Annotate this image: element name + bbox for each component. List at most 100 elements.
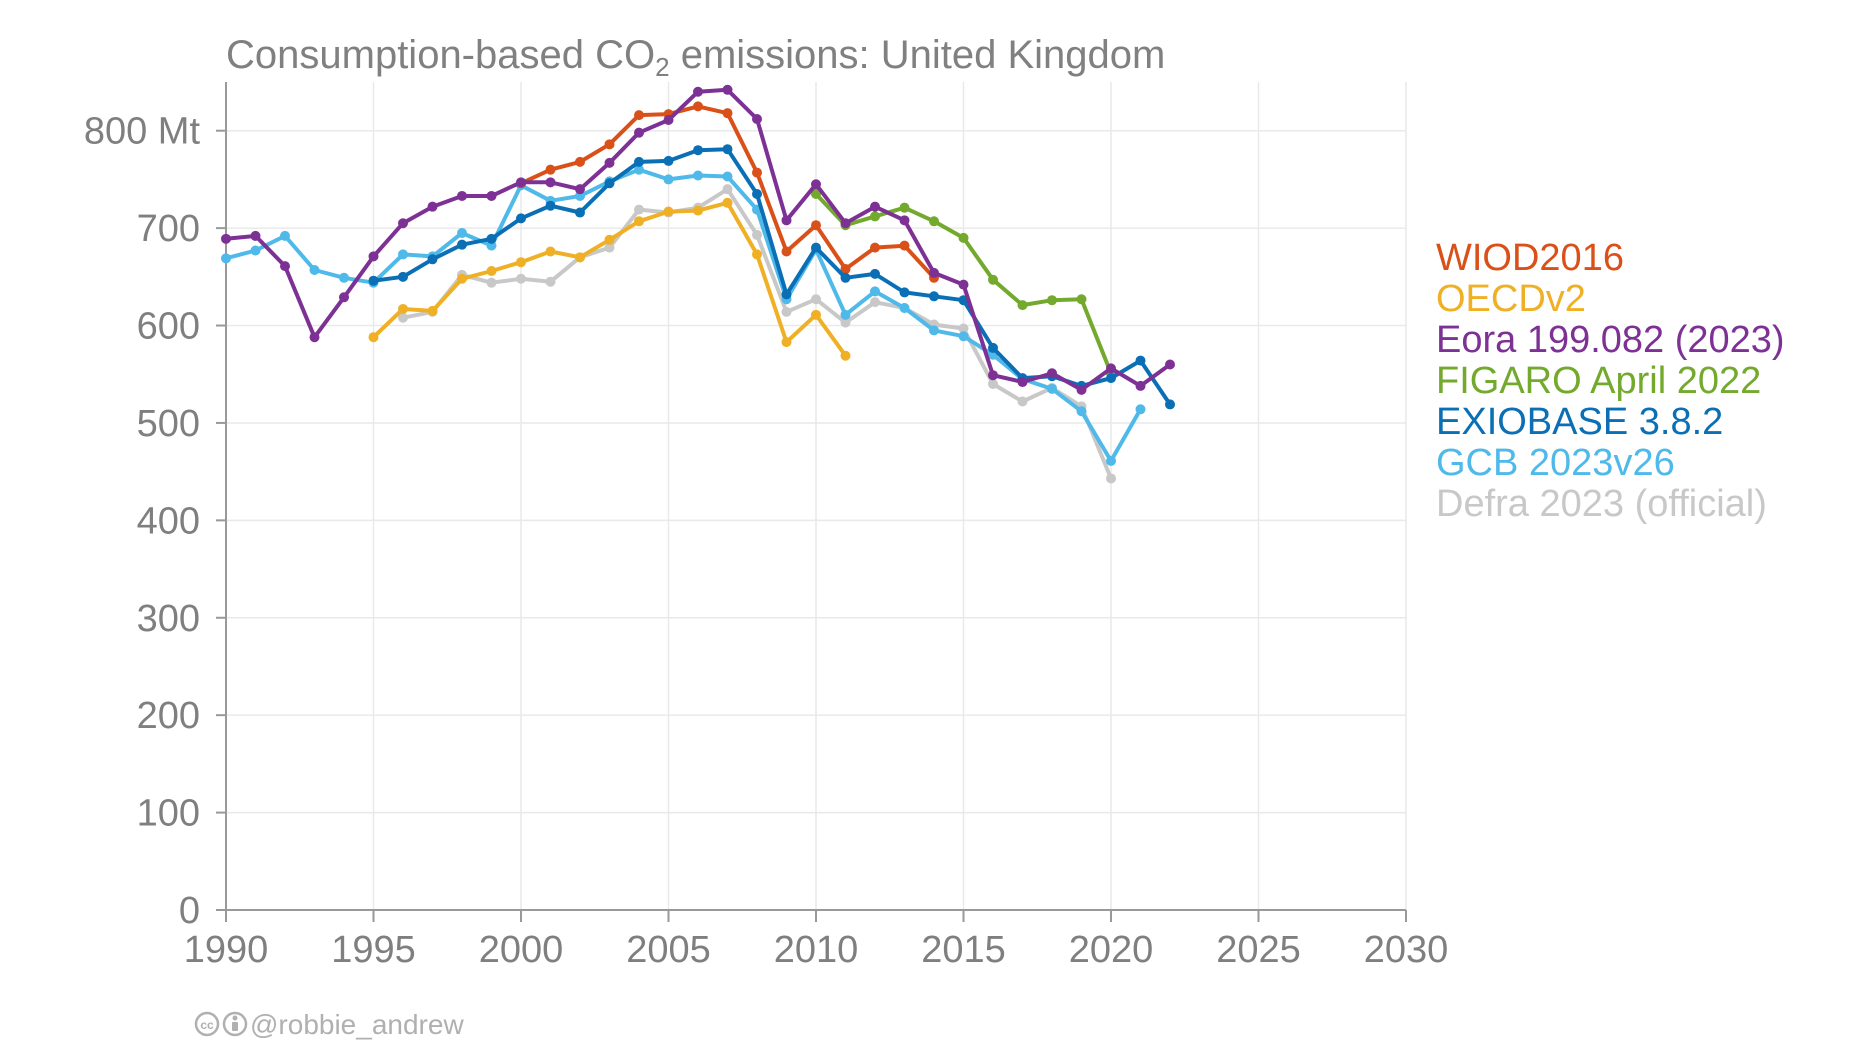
x-tick-label: 2000	[479, 929, 564, 971]
data-point	[752, 114, 762, 125]
series-line	[224, 87, 1172, 392]
data-point	[899, 215, 910, 226]
data-point	[722, 197, 733, 208]
data-point	[604, 157, 615, 168]
data-point	[1135, 355, 1146, 366]
data-point	[1076, 294, 1087, 305]
data-point	[516, 177, 526, 188]
data-point	[604, 234, 615, 245]
data-point	[870, 201, 880, 212]
data-point	[988, 274, 998, 285]
x-tick-label: 1995	[331, 929, 416, 971]
data-point	[693, 170, 703, 181]
data-point	[752, 189, 762, 200]
legend-item-figaro-april-2022: FIGARO April 2022	[1436, 360, 1761, 402]
data-point	[781, 306, 792, 317]
data-point	[663, 174, 674, 185]
x-tick-label: 2020	[1069, 929, 1154, 971]
data-point	[398, 249, 408, 260]
data-point	[457, 273, 467, 284]
data-point	[781, 337, 792, 348]
legend-item-defra-2023-official: Defra 2023 (official)	[1436, 483, 1767, 525]
data-point	[899, 202, 910, 213]
data-point	[634, 204, 644, 215]
data-point	[427, 254, 438, 265]
x-tick-label: 2030	[1364, 929, 1449, 971]
data-point	[693, 101, 703, 112]
x-tick-label: 2005	[626, 929, 711, 971]
series-exiobase-3-8-2	[368, 144, 1175, 410]
data-point	[398, 218, 408, 229]
data-point	[722, 184, 733, 195]
data-point	[722, 171, 733, 182]
data-point	[693, 205, 703, 216]
data-point	[368, 275, 379, 286]
data-point	[1047, 368, 1057, 379]
series-layer	[221, 84, 1175, 484]
legend-item-wiod2016: WIOD2016	[1436, 237, 1624, 279]
data-point	[693, 86, 703, 97]
x-tick-label: 1990	[184, 929, 269, 971]
series-wiod2016	[516, 101, 939, 283]
data-point	[1047, 383, 1057, 394]
x-tick-label: 2025	[1216, 929, 1301, 971]
data-point	[398, 303, 408, 314]
y-tick-label: 700	[137, 208, 200, 250]
y-tick-label: 500	[137, 403, 200, 445]
data-point	[427, 201, 438, 212]
data-point	[1106, 473, 1116, 484]
data-point	[516, 273, 526, 284]
data-point	[280, 230, 290, 241]
data-point	[781, 289, 792, 300]
data-point	[870, 286, 880, 297]
data-point	[811, 189, 821, 200]
x-tick-label: 2015	[921, 929, 1006, 971]
data-point	[840, 350, 851, 361]
data-point	[840, 272, 851, 283]
legend-item-gcb-2023v26: GCB 2023v26	[1436, 442, 1675, 484]
data-point	[840, 309, 851, 320]
data-point	[663, 206, 674, 217]
y-tick-label: 400	[137, 500, 200, 542]
grid	[225, 82, 1407, 911]
data-point	[1135, 380, 1146, 391]
y-tick-label: 100	[137, 793, 200, 835]
data-point	[634, 216, 644, 227]
data-point	[457, 227, 467, 238]
data-point	[575, 184, 585, 195]
data-point	[870, 268, 880, 279]
data-point	[840, 218, 851, 229]
data-point	[309, 265, 320, 276]
legend-item-oecdv2: OECDv2	[1436, 278, 1586, 320]
data-point	[958, 279, 969, 290]
data-point	[811, 220, 821, 231]
data-point	[752, 249, 762, 260]
data-point	[575, 207, 585, 218]
data-point	[398, 312, 408, 323]
data-point	[752, 229, 762, 240]
data-point	[545, 276, 556, 287]
series-line	[224, 167, 1143, 463]
credit: cc @robbie_andrew	[194, 1009, 464, 1040]
data-point	[663, 114, 674, 125]
data-point	[604, 139, 615, 150]
data-point	[545, 246, 556, 257]
data-point	[516, 213, 526, 224]
data-point	[752, 167, 762, 178]
data-point	[781, 246, 792, 257]
data-point	[1165, 399, 1175, 410]
chart-title-suffix: emissions: United Kingdom	[670, 33, 1166, 77]
data-point	[1017, 377, 1028, 388]
y-tick-label: 0	[179, 890, 200, 932]
data-point	[929, 325, 939, 336]
data-point	[988, 342, 998, 353]
data-point	[368, 332, 379, 343]
svg-text:cc: cc	[200, 1018, 214, 1032]
data-point	[457, 190, 467, 201]
data-point	[1076, 406, 1087, 417]
data-point	[722, 84, 733, 95]
data-point	[722, 108, 733, 119]
data-point	[988, 378, 998, 389]
data-point	[663, 155, 674, 166]
data-point	[899, 302, 910, 313]
